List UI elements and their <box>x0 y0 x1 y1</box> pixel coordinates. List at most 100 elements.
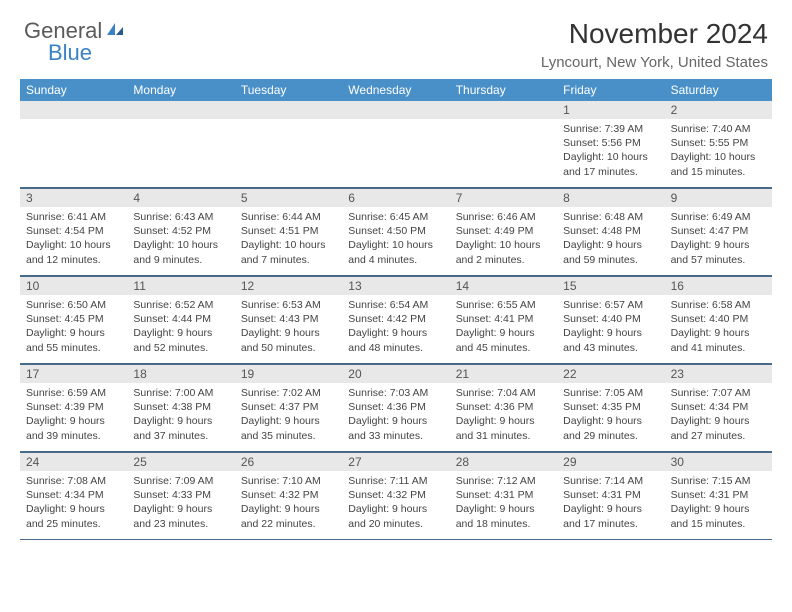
weeks-container: 1Sunrise: 7:39 AMSunset: 5:56 PMDaylight… <box>20 101 772 540</box>
day-number: 13 <box>342 277 449 295</box>
weekday-cell: Thursday <box>450 79 557 101</box>
day-cell: 23Sunrise: 7:07 AMSunset: 4:34 PMDayligh… <box>665 365 772 451</box>
month-title: November 2024 <box>541 18 768 50</box>
day-content: Sunrise: 7:12 AMSunset: 4:31 PMDaylight:… <box>450 471 557 535</box>
day-cell: 27Sunrise: 7:11 AMSunset: 4:32 PMDayligh… <box>342 453 449 539</box>
day-number: 9 <box>665 189 772 207</box>
day-number <box>127 101 234 119</box>
day-number: 19 <box>235 365 342 383</box>
day-content: Sunrise: 6:41 AMSunset: 4:54 PMDaylight:… <box>20 207 127 271</box>
day-cell <box>450 101 557 187</box>
day-cell: 14Sunrise: 6:55 AMSunset: 4:41 PMDayligh… <box>450 277 557 363</box>
day-content: Sunrise: 6:48 AMSunset: 4:48 PMDaylight:… <box>557 207 664 271</box>
day-cell: 17Sunrise: 6:59 AMSunset: 4:39 PMDayligh… <box>20 365 127 451</box>
day-content: Sunrise: 6:46 AMSunset: 4:49 PMDaylight:… <box>450 207 557 271</box>
title-block: November 2024 Lyncourt, New York, United… <box>541 18 768 71</box>
day-number: 18 <box>127 365 234 383</box>
day-cell: 24Sunrise: 7:08 AMSunset: 4:34 PMDayligh… <box>20 453 127 539</box>
day-cell: 11Sunrise: 6:52 AMSunset: 4:44 PMDayligh… <box>127 277 234 363</box>
day-content: Sunrise: 6:55 AMSunset: 4:41 PMDaylight:… <box>450 295 557 359</box>
day-cell <box>342 101 449 187</box>
day-content: Sunrise: 7:05 AMSunset: 4:35 PMDaylight:… <box>557 383 664 447</box>
day-number: 27 <box>342 453 449 471</box>
day-number: 8 <box>557 189 664 207</box>
weekday-cell: Sunday <box>20 79 127 101</box>
day-cell: 16Sunrise: 6:58 AMSunset: 4:40 PMDayligh… <box>665 277 772 363</box>
day-number: 14 <box>450 277 557 295</box>
day-content: Sunrise: 6:57 AMSunset: 4:40 PMDaylight:… <box>557 295 664 359</box>
day-number: 10 <box>20 277 127 295</box>
day-cell: 25Sunrise: 7:09 AMSunset: 4:33 PMDayligh… <box>127 453 234 539</box>
calendar: SundayMondayTuesdayWednesdayThursdayFrid… <box>0 79 792 540</box>
day-cell: 3Sunrise: 6:41 AMSunset: 4:54 PMDaylight… <box>20 189 127 275</box>
day-cell <box>127 101 234 187</box>
sail-icon <box>105 21 125 42</box>
day-content: Sunrise: 7:04 AMSunset: 4:36 PMDaylight:… <box>450 383 557 447</box>
day-content: Sunrise: 7:40 AMSunset: 5:55 PMDaylight:… <box>665 119 772 183</box>
weekday-header: SundayMondayTuesdayWednesdayThursdayFrid… <box>20 79 772 101</box>
day-content: Sunrise: 7:07 AMSunset: 4:34 PMDaylight:… <box>665 383 772 447</box>
day-number: 25 <box>127 453 234 471</box>
day-cell: 12Sunrise: 6:53 AMSunset: 4:43 PMDayligh… <box>235 277 342 363</box>
weekday-cell: Monday <box>127 79 234 101</box>
day-cell: 1Sunrise: 7:39 AMSunset: 5:56 PMDaylight… <box>557 101 664 187</box>
day-content: Sunrise: 7:14 AMSunset: 4:31 PMDaylight:… <box>557 471 664 535</box>
day-number: 7 <box>450 189 557 207</box>
day-number: 30 <box>665 453 772 471</box>
weekday-cell: Wednesday <box>342 79 449 101</box>
week-row: 17Sunrise: 6:59 AMSunset: 4:39 PMDayligh… <box>20 364 772 452</box>
day-content: Sunrise: 6:53 AMSunset: 4:43 PMDaylight:… <box>235 295 342 359</box>
day-number: 24 <box>20 453 127 471</box>
day-cell: 4Sunrise: 6:43 AMSunset: 4:52 PMDaylight… <box>127 189 234 275</box>
day-content: Sunrise: 6:54 AMSunset: 4:42 PMDaylight:… <box>342 295 449 359</box>
day-cell: 22Sunrise: 7:05 AMSunset: 4:35 PMDayligh… <box>557 365 664 451</box>
day-cell: 10Sunrise: 6:50 AMSunset: 4:45 PMDayligh… <box>20 277 127 363</box>
day-content: Sunrise: 6:52 AMSunset: 4:44 PMDaylight:… <box>127 295 234 359</box>
day-cell: 15Sunrise: 6:57 AMSunset: 4:40 PMDayligh… <box>557 277 664 363</box>
day-number <box>450 101 557 119</box>
day-cell <box>20 101 127 187</box>
day-cell: 19Sunrise: 7:02 AMSunset: 4:37 PMDayligh… <box>235 365 342 451</box>
day-number: 2 <box>665 101 772 119</box>
day-content: Sunrise: 7:15 AMSunset: 4:31 PMDaylight:… <box>665 471 772 535</box>
weekday-cell: Friday <box>557 79 664 101</box>
day-content: Sunrise: 7:03 AMSunset: 4:36 PMDaylight:… <box>342 383 449 447</box>
day-cell: 28Sunrise: 7:12 AMSunset: 4:31 PMDayligh… <box>450 453 557 539</box>
logo-text-blue: Blue <box>48 40 92 66</box>
day-number: 12 <box>235 277 342 295</box>
day-number <box>20 101 127 119</box>
day-cell <box>235 101 342 187</box>
day-content: Sunrise: 7:11 AMSunset: 4:32 PMDaylight:… <box>342 471 449 535</box>
day-number: 21 <box>450 365 557 383</box>
day-number: 11 <box>127 277 234 295</box>
day-number: 4 <box>127 189 234 207</box>
day-content: Sunrise: 6:49 AMSunset: 4:47 PMDaylight:… <box>665 207 772 271</box>
day-content: Sunrise: 6:50 AMSunset: 4:45 PMDaylight:… <box>20 295 127 359</box>
day-number: 28 <box>450 453 557 471</box>
day-cell: 9Sunrise: 6:49 AMSunset: 4:47 PMDaylight… <box>665 189 772 275</box>
week-row: 1Sunrise: 7:39 AMSunset: 5:56 PMDaylight… <box>20 101 772 188</box>
day-number: 1 <box>557 101 664 119</box>
day-number: 5 <box>235 189 342 207</box>
day-cell: 7Sunrise: 6:46 AMSunset: 4:49 PMDaylight… <box>450 189 557 275</box>
day-content: Sunrise: 6:45 AMSunset: 4:50 PMDaylight:… <box>342 207 449 271</box>
day-number: 26 <box>235 453 342 471</box>
day-number: 20 <box>342 365 449 383</box>
day-cell: 20Sunrise: 7:03 AMSunset: 4:36 PMDayligh… <box>342 365 449 451</box>
day-content: Sunrise: 7:08 AMSunset: 4:34 PMDaylight:… <box>20 471 127 535</box>
week-row: 10Sunrise: 6:50 AMSunset: 4:45 PMDayligh… <box>20 276 772 364</box>
day-cell: 6Sunrise: 6:45 AMSunset: 4:50 PMDaylight… <box>342 189 449 275</box>
week-row: 3Sunrise: 6:41 AMSunset: 4:54 PMDaylight… <box>20 188 772 276</box>
day-number: 29 <box>557 453 664 471</box>
day-cell: 13Sunrise: 6:54 AMSunset: 4:42 PMDayligh… <box>342 277 449 363</box>
day-cell: 18Sunrise: 7:00 AMSunset: 4:38 PMDayligh… <box>127 365 234 451</box>
day-number <box>235 101 342 119</box>
logo: General Blue <box>24 18 125 66</box>
day-cell: 8Sunrise: 6:48 AMSunset: 4:48 PMDaylight… <box>557 189 664 275</box>
day-number: 3 <box>20 189 127 207</box>
location: Lyncourt, New York, United States <box>541 54 768 71</box>
day-content: Sunrise: 7:39 AMSunset: 5:56 PMDaylight:… <box>557 119 664 183</box>
day-cell: 21Sunrise: 7:04 AMSunset: 4:36 PMDayligh… <box>450 365 557 451</box>
weekday-cell: Tuesday <box>235 79 342 101</box>
day-content: Sunrise: 6:59 AMSunset: 4:39 PMDaylight:… <box>20 383 127 447</box>
